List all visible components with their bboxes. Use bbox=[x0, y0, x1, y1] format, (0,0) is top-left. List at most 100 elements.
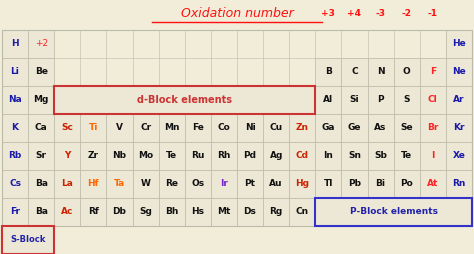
Text: Sn: Sn bbox=[348, 151, 361, 161]
Bar bbox=[28, 198, 54, 226]
Text: Pd: Pd bbox=[244, 151, 256, 161]
Text: V: V bbox=[116, 123, 123, 133]
Text: Db: Db bbox=[112, 208, 127, 216]
Bar bbox=[263, 170, 289, 198]
Text: B: B bbox=[325, 68, 332, 76]
Text: Oxidation number: Oxidation number bbox=[181, 7, 293, 20]
Text: Br: Br bbox=[427, 123, 438, 133]
Text: Sr: Sr bbox=[36, 151, 46, 161]
Bar bbox=[237, 142, 263, 170]
Bar bbox=[211, 170, 237, 198]
Bar bbox=[263, 142, 289, 170]
Text: Ar: Ar bbox=[453, 96, 465, 104]
Bar bbox=[211, 142, 237, 170]
Bar bbox=[107, 198, 133, 226]
Text: Ge: Ge bbox=[348, 123, 361, 133]
Text: Hs: Hs bbox=[191, 208, 204, 216]
Text: Cl: Cl bbox=[428, 96, 438, 104]
Bar bbox=[2, 30, 28, 58]
Text: Ne: Ne bbox=[452, 68, 466, 76]
Bar bbox=[159, 142, 185, 170]
Text: Ru: Ru bbox=[191, 151, 204, 161]
Bar bbox=[80, 198, 107, 226]
Text: +2: +2 bbox=[35, 40, 48, 49]
Bar bbox=[315, 198, 472, 226]
Text: Ir: Ir bbox=[220, 180, 228, 188]
Text: Hg: Hg bbox=[295, 180, 309, 188]
Text: Ds: Ds bbox=[244, 208, 256, 216]
Text: H: H bbox=[11, 40, 19, 49]
Text: W: W bbox=[141, 180, 151, 188]
Bar bbox=[211, 114, 237, 142]
Text: -2: -2 bbox=[402, 9, 412, 18]
Bar bbox=[107, 142, 133, 170]
Text: Y: Y bbox=[64, 151, 71, 161]
Bar bbox=[367, 86, 394, 114]
Bar bbox=[2, 114, 28, 142]
Text: Pb: Pb bbox=[348, 180, 361, 188]
Text: Be: Be bbox=[35, 68, 48, 76]
Bar bbox=[341, 142, 367, 170]
Bar bbox=[133, 170, 159, 198]
Text: Fr: Fr bbox=[10, 208, 20, 216]
Text: F: F bbox=[430, 68, 436, 76]
Text: Rg: Rg bbox=[270, 208, 283, 216]
Bar bbox=[263, 198, 289, 226]
Text: Ag: Ag bbox=[270, 151, 283, 161]
Text: Au: Au bbox=[269, 180, 283, 188]
Bar bbox=[107, 170, 133, 198]
Text: Zr: Zr bbox=[88, 151, 99, 161]
Text: Na: Na bbox=[8, 96, 22, 104]
Text: Ba: Ba bbox=[35, 208, 48, 216]
Text: P-Block elements: P-Block elements bbox=[350, 208, 438, 216]
Text: Ta: Ta bbox=[114, 180, 125, 188]
Bar bbox=[341, 170, 367, 198]
Text: Ac: Ac bbox=[61, 208, 73, 216]
Bar bbox=[159, 170, 185, 198]
Text: P: P bbox=[377, 96, 384, 104]
Text: Mo: Mo bbox=[138, 151, 153, 161]
Bar bbox=[367, 114, 394, 142]
Text: +4: +4 bbox=[347, 9, 362, 18]
Bar bbox=[394, 170, 420, 198]
Bar bbox=[315, 58, 341, 86]
Bar bbox=[2, 226, 54, 254]
Bar bbox=[54, 114, 80, 142]
Text: Mg: Mg bbox=[34, 96, 49, 104]
Bar bbox=[420, 142, 446, 170]
Text: C: C bbox=[351, 68, 358, 76]
Bar bbox=[28, 170, 54, 198]
Bar bbox=[28, 86, 54, 114]
Text: Rh: Rh bbox=[217, 151, 231, 161]
Text: O: O bbox=[403, 68, 410, 76]
Text: Ga: Ga bbox=[322, 123, 335, 133]
Text: Cr: Cr bbox=[140, 123, 151, 133]
Text: Sg: Sg bbox=[139, 208, 152, 216]
Bar bbox=[2, 198, 28, 226]
Text: Xe: Xe bbox=[453, 151, 465, 161]
Bar bbox=[107, 114, 133, 142]
Text: At: At bbox=[427, 180, 438, 188]
Text: Si: Si bbox=[350, 96, 359, 104]
Bar bbox=[446, 58, 472, 86]
Bar bbox=[133, 142, 159, 170]
Text: Mt: Mt bbox=[217, 208, 231, 216]
Text: Zn: Zn bbox=[296, 123, 309, 133]
Bar bbox=[237, 114, 263, 142]
Bar bbox=[394, 58, 420, 86]
Bar bbox=[315, 86, 341, 114]
Text: Ca: Ca bbox=[35, 123, 47, 133]
Text: Po: Po bbox=[401, 180, 413, 188]
Text: Os: Os bbox=[191, 180, 204, 188]
Bar bbox=[237, 198, 263, 226]
Bar bbox=[289, 170, 315, 198]
Bar bbox=[2, 86, 28, 114]
Bar bbox=[28, 58, 54, 86]
Bar bbox=[159, 114, 185, 142]
Text: Rb: Rb bbox=[9, 151, 22, 161]
Text: Cu: Cu bbox=[270, 123, 283, 133]
Text: Rn: Rn bbox=[452, 180, 465, 188]
Text: Hf: Hf bbox=[88, 180, 99, 188]
Text: Li: Li bbox=[10, 68, 19, 76]
Bar bbox=[54, 142, 80, 170]
